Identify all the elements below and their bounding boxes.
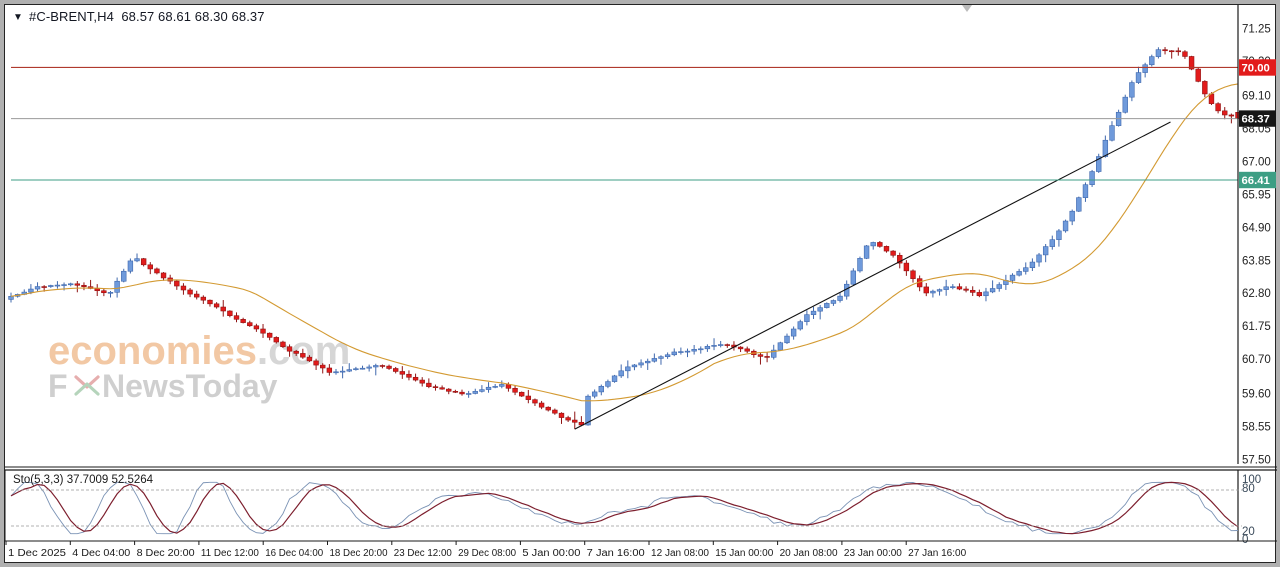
svg-text:59.60: 59.60 bbox=[1242, 388, 1271, 400]
svg-text:Sto(5,3,3) 37.7009 52.5264: Sto(5,3,3) 37.7009 52.5264 bbox=[13, 474, 154, 486]
svg-text:NewsToday: NewsToday bbox=[102, 368, 278, 404]
svg-text:71.25: 71.25 bbox=[1242, 23, 1271, 35]
svg-text:69.10: 69.10 bbox=[1242, 91, 1271, 103]
svg-text:F: F bbox=[48, 368, 68, 404]
svg-text:80: 80 bbox=[1242, 483, 1255, 495]
svg-text:64.90: 64.90 bbox=[1242, 222, 1271, 234]
svg-text:12 Jan 08:00: 12 Jan 08:00 bbox=[651, 548, 709, 559]
svg-text:60.70: 60.70 bbox=[1242, 354, 1271, 366]
svg-text:15 Jan 00:00: 15 Jan 00:00 bbox=[715, 548, 773, 559]
svg-text:18 Dec 20:00: 18 Dec 20:00 bbox=[330, 548, 388, 559]
svg-text:1 Dec 2025: 1 Dec 2025 bbox=[8, 548, 66, 559]
svg-text:8 Dec 20:00: 8 Dec 20:00 bbox=[137, 548, 195, 559]
svg-text:65.95: 65.95 bbox=[1242, 189, 1271, 201]
svg-text:67.00: 67.00 bbox=[1242, 157, 1271, 169]
svg-text:4 Dec 04:00: 4 Dec 04:00 bbox=[72, 548, 130, 559]
svg-text:27 Jan 16:00: 27 Jan 16:00 bbox=[908, 548, 966, 559]
svg-text:29 Dec 08:00: 29 Dec 08:00 bbox=[458, 548, 516, 559]
svg-text:7 Jan 16:00: 7 Jan 16:00 bbox=[587, 548, 645, 559]
svg-text:70.00: 70.00 bbox=[1242, 62, 1270, 74]
svg-text:68.37: 68.37 bbox=[1242, 114, 1270, 126]
svg-text:5 Jan 00:00: 5 Jan 00:00 bbox=[522, 548, 580, 559]
svg-text:economies.com: economies.com bbox=[48, 329, 350, 373]
svg-text:66.41: 66.41 bbox=[1242, 175, 1270, 187]
svg-text:57.50: 57.50 bbox=[1242, 454, 1271, 466]
svg-text:0: 0 bbox=[1242, 534, 1248, 546]
svg-text:16 Dec 04:00: 16 Dec 04:00 bbox=[265, 548, 323, 559]
svg-text:61.75: 61.75 bbox=[1242, 321, 1271, 333]
svg-text:63.85: 63.85 bbox=[1242, 255, 1271, 267]
svg-text:23 Jan 00:00: 23 Jan 00:00 bbox=[844, 548, 902, 559]
svg-text:11 Dec 12:00: 11 Dec 12:00 bbox=[201, 548, 259, 559]
svg-text:62.80: 62.80 bbox=[1242, 288, 1271, 300]
svg-text:58.55: 58.55 bbox=[1242, 421, 1271, 433]
svg-text:20 Jan 08:00: 20 Jan 08:00 bbox=[780, 548, 838, 559]
svg-text:23 Dec 12:00: 23 Dec 12:00 bbox=[394, 548, 452, 559]
